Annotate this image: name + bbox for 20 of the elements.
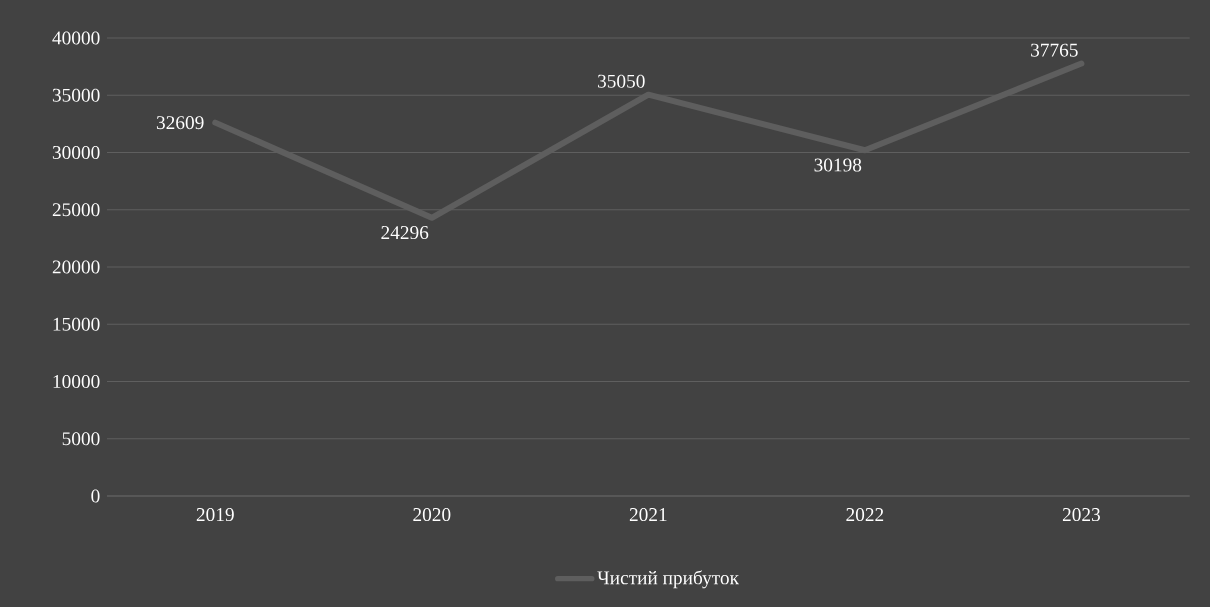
y-tick-label: 30000	[52, 145, 100, 160]
data-label: 35050	[597, 74, 645, 88]
data-label: 37765	[1031, 43, 1078, 57]
data-label: 24296	[381, 226, 429, 240]
y-tick-label: 25000	[52, 203, 100, 217]
y-tick-label: 35000	[52, 88, 100, 102]
y-tick-label: 20000	[52, 260, 100, 274]
x-tick-label: 2022	[846, 508, 884, 522]
data-label: 30198	[814, 158, 862, 172]
x-tick-label: 2019	[196, 508, 234, 522]
x-tick-label: 2023	[1062, 508, 1100, 522]
y-tick-label: 0	[91, 489, 100, 503]
x-tick-label: 2020	[413, 508, 451, 522]
y-tick-label: 10000	[53, 374, 100, 389]
y-tick-label: 40000	[52, 31, 100, 45]
legend-label: Чистий прибуток	[597, 570, 740, 589]
data-label: 32609	[156, 116, 204, 130]
x-tick-label: 2021	[629, 508, 667, 522]
y-tick-label: 5000	[62, 432, 100, 446]
y-tick-label: 15000	[53, 317, 100, 331]
